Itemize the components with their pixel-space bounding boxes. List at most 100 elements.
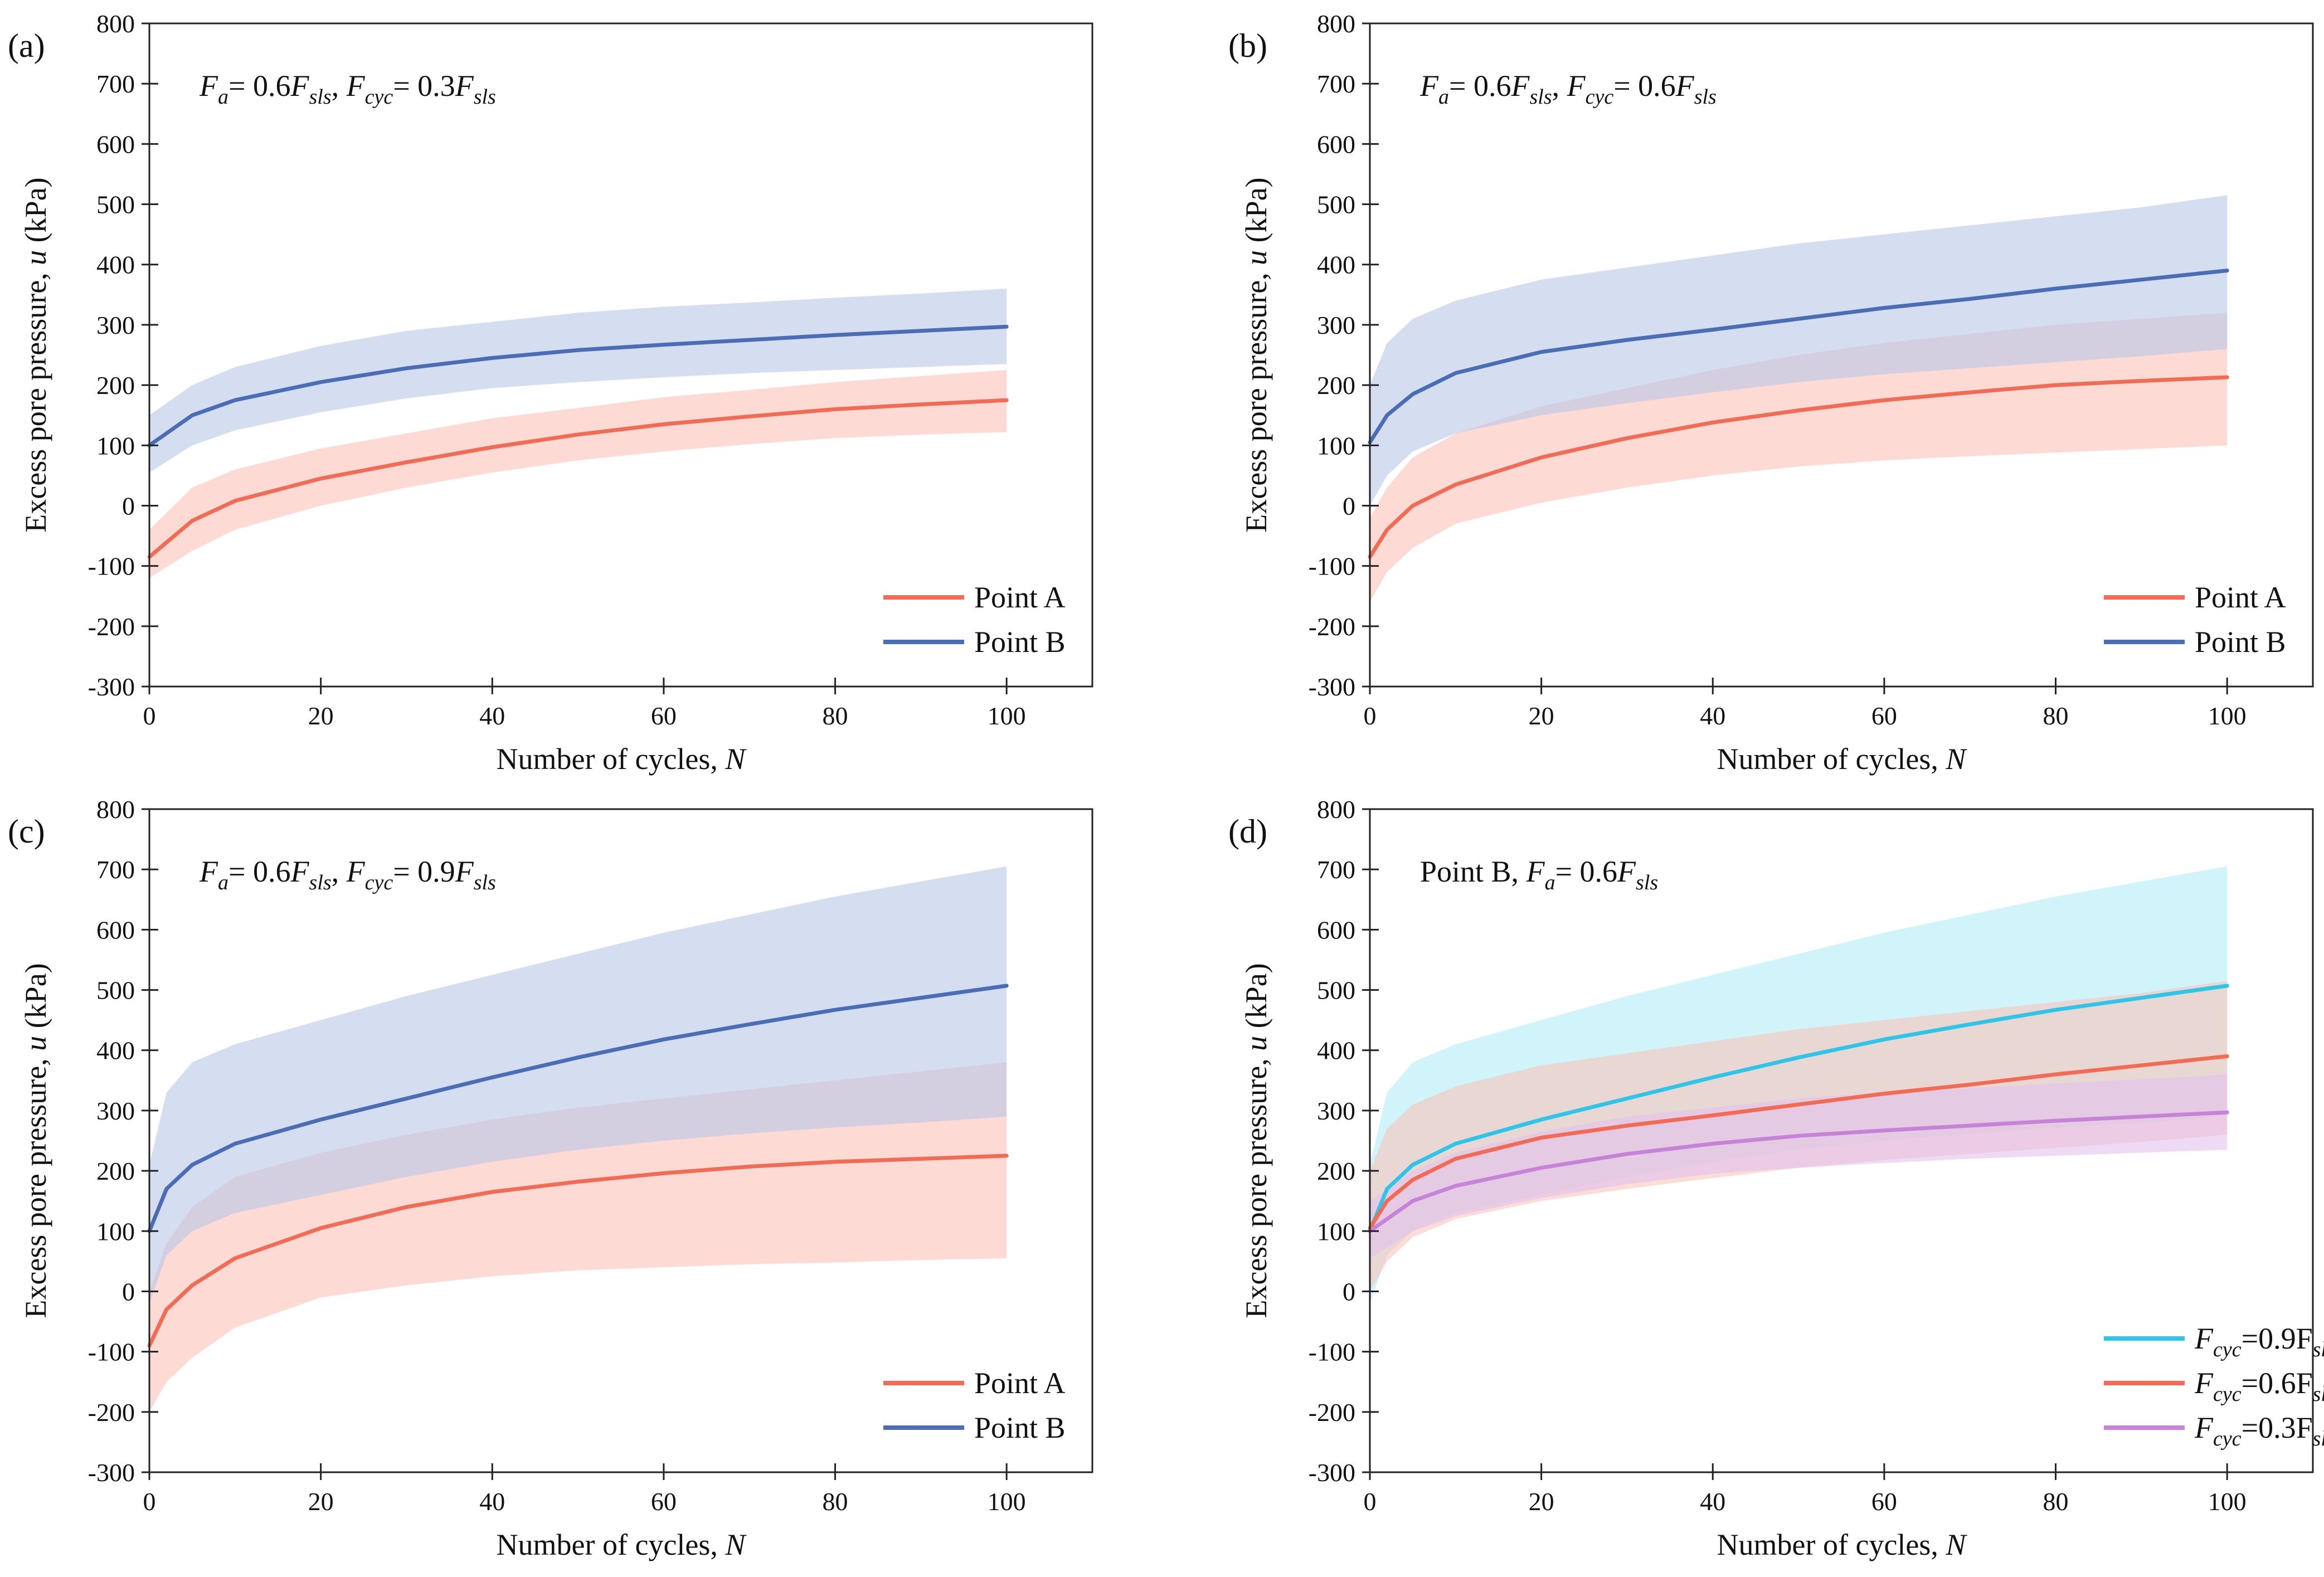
y-tick-label: -100 bbox=[1309, 1338, 1355, 1366]
y-tick-label: 500 bbox=[96, 976, 135, 1005]
annotation-part: F bbox=[346, 69, 366, 103]
y-tick-label: 600 bbox=[1317, 130, 1355, 158]
legend-label-1: Point A bbox=[974, 581, 1066, 614]
annotation-var: F bbox=[1510, 69, 1530, 103]
panel-label: (c) bbox=[8, 813, 45, 850]
annotation-part: a bbox=[218, 85, 228, 109]
x-tick-label: 60 bbox=[1871, 1487, 1897, 1516]
annotation-part: F bbox=[1567, 69, 1586, 103]
annotation-part: = 0.6 bbox=[228, 855, 290, 888]
annotation-part: a bbox=[1438, 85, 1449, 109]
x-tick-label: 80 bbox=[2043, 702, 2069, 730]
y-tick-label: 300 bbox=[1317, 311, 1355, 339]
y-tick-label: -300 bbox=[1309, 673, 1355, 701]
y-tick-label: 800 bbox=[96, 9, 135, 38]
line-series-1 bbox=[147, 398, 1009, 559]
plot-frame bbox=[1369, 808, 2314, 1473]
line-series-1 bbox=[1368, 375, 2229, 559]
y-tick-label: 0 bbox=[122, 1277, 135, 1306]
annotation-part: cyc bbox=[365, 85, 393, 109]
y-axis-label-var: u bbox=[19, 1036, 52, 1051]
y-tick-label: 400 bbox=[96, 1036, 135, 1065]
plot-frame bbox=[1369, 22, 2314, 688]
band-series-2 bbox=[149, 866, 1007, 1304]
x-tick-label: 40 bbox=[1700, 702, 1725, 730]
x-axis-label-text: Number of cycles, bbox=[497, 742, 726, 776]
x-tick-label: 0 bbox=[143, 702, 156, 730]
y-axis-label-unit: (kPa) bbox=[1239, 963, 1273, 1035]
y-tick-label: 300 bbox=[96, 311, 135, 339]
x-tick-label: 100 bbox=[2208, 702, 2247, 730]
annotation-part: = 0.6 bbox=[228, 69, 290, 103]
annotation-part: = 0.9 bbox=[393, 855, 455, 888]
y-tick-label: 300 bbox=[96, 1097, 135, 1125]
legend-var: F bbox=[2194, 1366, 2214, 1400]
y-tick-label: 200 bbox=[96, 371, 135, 400]
y-axis-label-unit: (kPa) bbox=[19, 177, 52, 250]
plot-frame bbox=[148, 808, 1093, 1473]
y-tick-label: 400 bbox=[1317, 1036, 1355, 1065]
x-axis-label: Number of cycles, N bbox=[497, 1528, 747, 1561]
legend-sub: cyc bbox=[2213, 1338, 2242, 1361]
annotation-var: F bbox=[455, 855, 474, 888]
y-axis-label-var: u bbox=[1239, 250, 1273, 265]
line-series-1 bbox=[1368, 984, 2229, 1233]
annotation-part: = 0.6 bbox=[1555, 855, 1617, 888]
line-series-3 bbox=[1368, 1110, 2229, 1233]
x-axis-label-text: Number of cycles, bbox=[1717, 742, 1946, 776]
band-series-1 bbox=[149, 370, 1007, 578]
legend-mid: =0.6F bbox=[2242, 1366, 2313, 1400]
x-tick-label: 60 bbox=[651, 1487, 677, 1516]
y-tick-label: 500 bbox=[1317, 191, 1355, 219]
y-axis-label-var: u bbox=[1239, 1036, 1273, 1051]
y-tick-label: -200 bbox=[1309, 612, 1355, 641]
annotation-part: F bbox=[1526, 855, 1545, 888]
annotation-part: F bbox=[346, 855, 366, 888]
y-axis-label-text: Excess pore pressure, bbox=[19, 1051, 52, 1318]
legend-var: F bbox=[2194, 1322, 2214, 1355]
y-axis-label-unit: (kPa) bbox=[19, 963, 52, 1035]
annotation-var: F bbox=[1675, 69, 1695, 103]
y-tick-label: 0 bbox=[1343, 1277, 1355, 1306]
annotation-part: sls bbox=[1636, 871, 1658, 894]
y-tick-label: 200 bbox=[1317, 371, 1355, 400]
y-tick-label: 100 bbox=[1317, 431, 1355, 460]
band-series-2 bbox=[149, 289, 1007, 473]
annotation-part: cyc bbox=[365, 871, 393, 894]
annotation-var: F bbox=[455, 69, 474, 103]
legend-label-1: Fcyc=0.9Fsls bbox=[2194, 1322, 2324, 1361]
annotation-part: sls bbox=[309, 871, 331, 894]
x-tick-label: 100 bbox=[2208, 1487, 2247, 1516]
legend-label-1: Point A bbox=[974, 1366, 1066, 1400]
x-tick-label: 80 bbox=[2043, 1487, 2069, 1516]
y-axis-label: Excess pore pressure, u (kPa) bbox=[1239, 963, 1273, 1318]
legend-label-2: Point B bbox=[974, 625, 1066, 659]
x-axis-label-var: N bbox=[1945, 742, 1967, 776]
x-axis-label-text: Number of cycles, bbox=[497, 1528, 726, 1561]
y-tick-label: 500 bbox=[96, 191, 135, 219]
y-tick-label: 700 bbox=[1317, 70, 1355, 98]
line-series-2 bbox=[1368, 269, 2229, 445]
annotation-part: sls bbox=[309, 85, 331, 109]
x-tick-label: 40 bbox=[479, 1487, 505, 1516]
y-axis-label-text: Excess pore pressure, bbox=[1239, 1051, 1273, 1318]
y-tick-label: 200 bbox=[1317, 1157, 1355, 1185]
x-tick-label: 80 bbox=[823, 1487, 848, 1516]
annotation-part: sls bbox=[1694, 85, 1717, 109]
x-tick-label: 60 bbox=[651, 702, 677, 730]
y-tick-label: -200 bbox=[88, 612, 135, 641]
y-axis-label: Excess pore pressure, u (kPa) bbox=[19, 177, 52, 532]
annotation-part: a bbox=[218, 871, 228, 894]
line-series-2 bbox=[147, 984, 1009, 1233]
y-axis-label-text: Excess pore pressure, bbox=[1239, 265, 1273, 533]
annotation: Point B, Fa= 0.6Fsls bbox=[1420, 855, 1658, 894]
y-tick-label: 800 bbox=[1317, 795, 1355, 824]
legend-label-2: Point B bbox=[2195, 625, 2286, 659]
legend-sub2: sls bbox=[2313, 1427, 2324, 1451]
annotation-part: = 0.6 bbox=[1449, 69, 1511, 103]
x-tick-label: 0 bbox=[1364, 1487, 1377, 1516]
x-axis-label: Number of cycles, N bbox=[1717, 742, 1968, 776]
y-tick-label: 600 bbox=[1317, 916, 1355, 944]
legend-sub: cyc bbox=[2213, 1383, 2242, 1406]
